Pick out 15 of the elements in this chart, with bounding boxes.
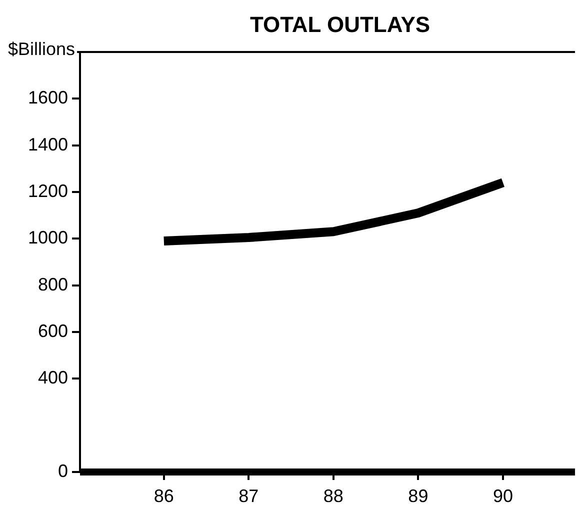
y-tick-label: 1400	[28, 134, 68, 154]
x-tick-label: 89	[408, 486, 428, 506]
y-tick-label: 800	[38, 274, 68, 294]
y-axis-title: $Billions	[8, 38, 76, 59]
y-tick-label: 1000	[28, 228, 68, 248]
y-tick-label: 1200	[28, 180, 68, 201]
x-tick-label: 90	[492, 486, 513, 506]
y-tick-label: 600	[38, 320, 68, 341]
x-tick-label: 87	[238, 486, 259, 506]
chart-title: TOTAL OUTLAYS	[250, 12, 430, 38]
y-tick-label: 1600	[28, 88, 68, 108]
x-tick-label: 86	[154, 486, 174, 506]
y-tick-label: 400	[38, 368, 68, 388]
x-tick-label: 88	[323, 486, 344, 506]
y-tick-label: 0	[58, 460, 68, 481]
